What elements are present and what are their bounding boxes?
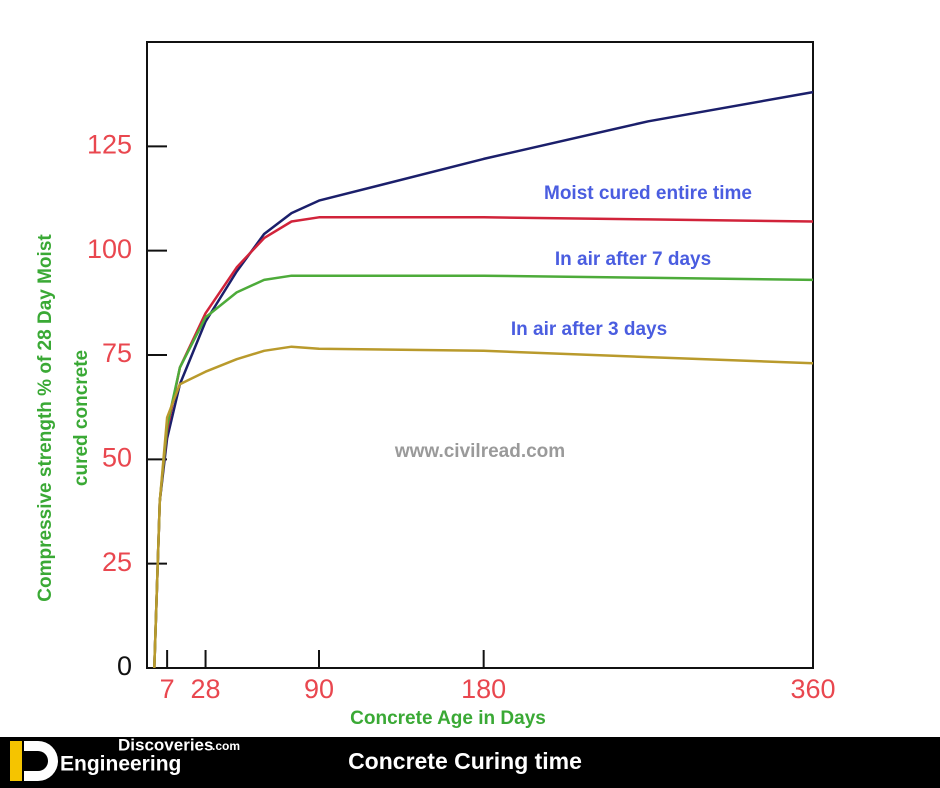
- series-line: [153, 345, 814, 669]
- series-annotation: Moist cured entire time: [544, 183, 752, 204]
- watermark: www.civilread.com: [394, 441, 565, 462]
- y-tick-label: 50: [102, 442, 132, 472]
- series-annotation: In air after 3 days: [511, 319, 667, 340]
- y-tick-label: 125: [87, 129, 132, 159]
- y-axis-label: Compressive strength % of 28 Day Moist: [35, 234, 56, 602]
- y-tick-label: 75: [102, 338, 132, 368]
- x-tick-label: 180: [461, 674, 506, 704]
- y-tick-label: 100: [87, 234, 132, 264]
- x-tick-label: 7: [160, 674, 175, 704]
- x-axis-label: Concrete Age in Days: [350, 708, 546, 729]
- y-tick-label: 0: [117, 651, 132, 681]
- logo-d: [24, 741, 58, 781]
- brand-bottom: Engineering: [60, 753, 181, 776]
- series-annotation: In air after 7 days: [555, 249, 711, 270]
- y-tick-label: 25: [102, 547, 132, 577]
- x-tick-label: 28: [191, 674, 221, 704]
- brand-domain: .com: [212, 739, 240, 753]
- x-tick-label: 90: [304, 674, 334, 704]
- logo-bar: [10, 741, 22, 781]
- footer-bar: [0, 737, 940, 788]
- footer-title: Concrete Curing time: [348, 748, 582, 774]
- x-tick-label: 360: [790, 674, 835, 704]
- brand-top: Discoveries: [118, 735, 213, 754]
- y-axis-label: cured concrete: [71, 350, 92, 486]
